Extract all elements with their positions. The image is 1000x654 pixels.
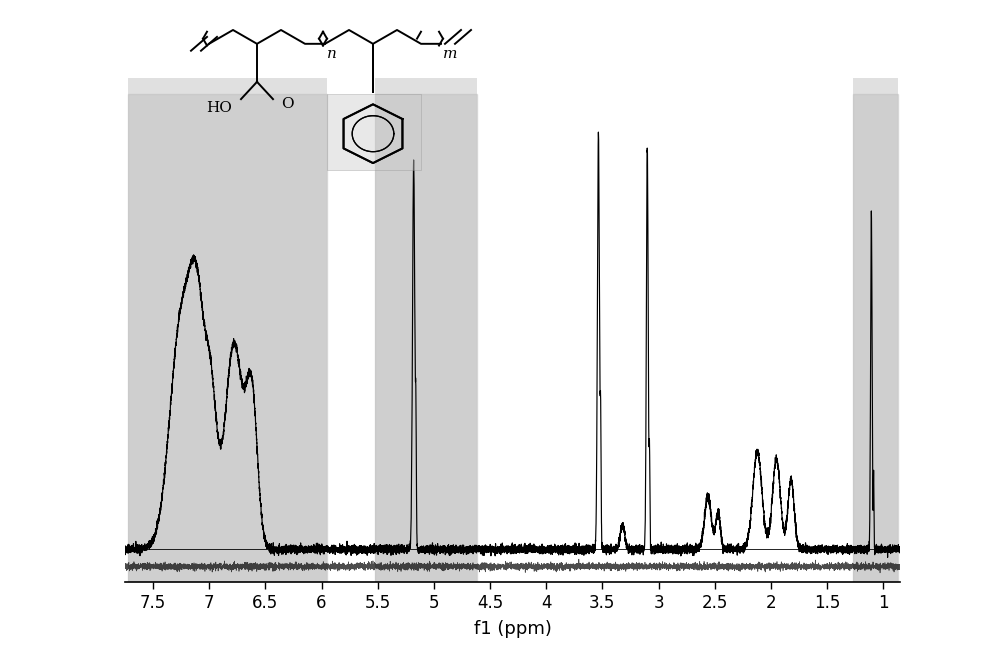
X-axis label: f1 (ppm): f1 (ppm) xyxy=(474,620,551,638)
Text: HO: HO xyxy=(206,101,232,114)
Bar xyxy=(375,22,477,623)
Bar xyxy=(853,22,898,623)
Bar xyxy=(128,22,327,623)
Text: n: n xyxy=(327,47,337,61)
Bar xyxy=(128,94,327,582)
Bar xyxy=(375,94,477,582)
Bar xyxy=(327,94,421,170)
Text: m: m xyxy=(443,47,458,61)
Text: O: O xyxy=(281,97,293,111)
Bar xyxy=(853,94,898,582)
